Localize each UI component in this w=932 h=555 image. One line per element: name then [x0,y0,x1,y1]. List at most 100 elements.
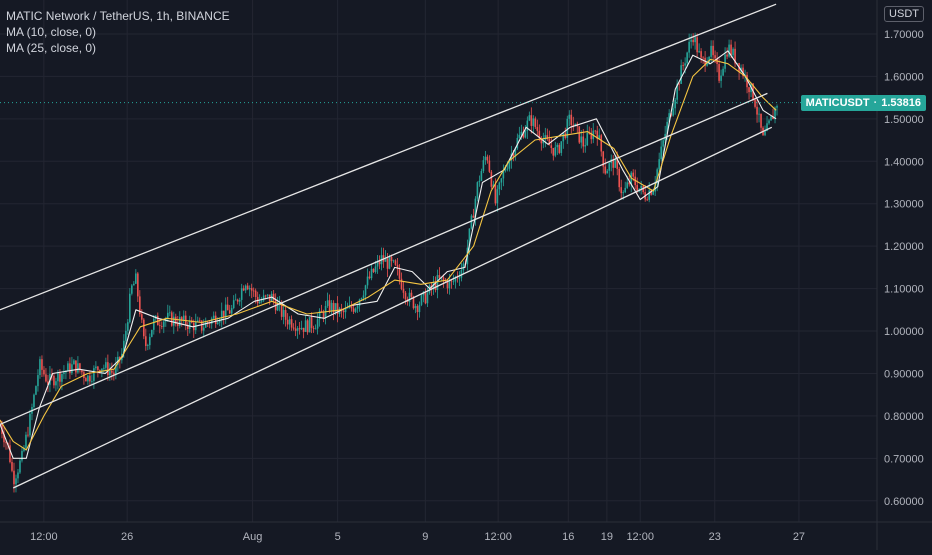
candle [45,368,47,383]
candle [284,306,287,327]
candle [404,291,407,305]
candle-body [129,293,131,323]
candlesticks [0,32,778,493]
symbol-label: MATICUSDT [805,96,870,109]
candle-body [628,182,631,185]
y-tick-label: 1.10000 [884,284,924,296]
candle [290,315,293,331]
candle [236,298,239,305]
candle-body [660,146,662,160]
candle [700,48,702,63]
candle-body [500,178,503,183]
separator: · [873,96,878,109]
ma-10-legend[interactable]: MA (10, close, 0) [6,25,97,39]
candle-body [238,299,241,302]
candle [3,426,5,448]
candle-body [276,303,279,311]
candle-body [282,310,285,317]
candle [95,361,97,371]
candle [127,319,129,335]
candle [149,333,151,350]
candle-body [188,320,191,329]
candle-body [694,37,696,43]
candle-body [334,303,337,313]
candle [606,169,609,174]
candle [500,177,503,191]
candle [105,357,107,372]
candle-body [360,298,363,300]
candle [524,125,527,139]
candle [133,281,135,286]
candle-body [186,325,189,329]
candle [103,364,105,374]
candle [434,276,437,293]
candle-body [304,320,307,332]
candle [484,150,487,165]
candle-body [544,135,547,140]
candle-body [562,133,565,142]
candle [476,181,479,202]
candle-body [754,99,756,107]
candle-body [384,258,387,262]
candle-body [520,131,523,135]
candle [83,369,85,385]
candle [125,323,127,347]
price-axis[interactable]: 0.60000 0.70000 0.80000 0.90000 1.00000 1.100… [876,0,924,550]
candle-body [590,132,593,140]
candle-body [91,380,93,382]
candle-body [396,264,399,269]
candle-body [306,320,309,333]
y-tick-label: 0.70000 [884,453,924,465]
candle [630,170,633,193]
candle-body [490,171,493,187]
candle-body [143,319,145,337]
candle [292,323,295,331]
candle-body [77,363,79,373]
candle [113,368,115,381]
currency-button[interactable]: USDT [884,6,924,22]
candle [141,309,143,323]
candle-body [434,282,437,291]
candle [234,293,237,301]
candle-body [113,372,115,375]
candle-body [109,370,111,376]
candle-body [135,273,137,284]
candle-body [392,260,395,262]
candle [408,288,411,307]
candle-body [622,192,625,194]
candle-body [33,394,35,408]
candle [712,40,714,61]
candle-body [153,318,155,330]
candle [532,115,535,133]
candle [356,303,359,313]
candle-body [390,256,393,262]
candle [498,181,501,196]
candle [180,316,183,327]
symbol-title[interactable]: MATIC Network / TetherUS, 1h, BINANCE [6,9,230,23]
candle-body [17,472,19,479]
candle [608,160,611,178]
candle-body [624,187,627,193]
candle [344,300,347,319]
candle-body [296,328,299,331]
candle-body [602,151,605,167]
candle-body [484,156,487,161]
candle [131,283,133,296]
time-axis[interactable]: 12:00 26 Aug 5 9 12:00 16 19 12:00 23 27 [0,521,932,543]
candle-body [626,182,629,188]
candle-body [534,118,537,128]
candle [39,356,41,379]
candle-body [292,327,295,329]
candle-body [412,296,415,309]
candle-body [654,183,656,192]
candle-body [398,268,401,279]
candle-body [157,315,159,326]
candle-body [162,321,165,327]
candle-body [372,268,375,272]
candle-body [326,300,329,306]
candle-body [686,52,688,64]
ma-25-legend[interactable]: MA (25, close, 0) [6,41,97,55]
candle [536,119,539,136]
